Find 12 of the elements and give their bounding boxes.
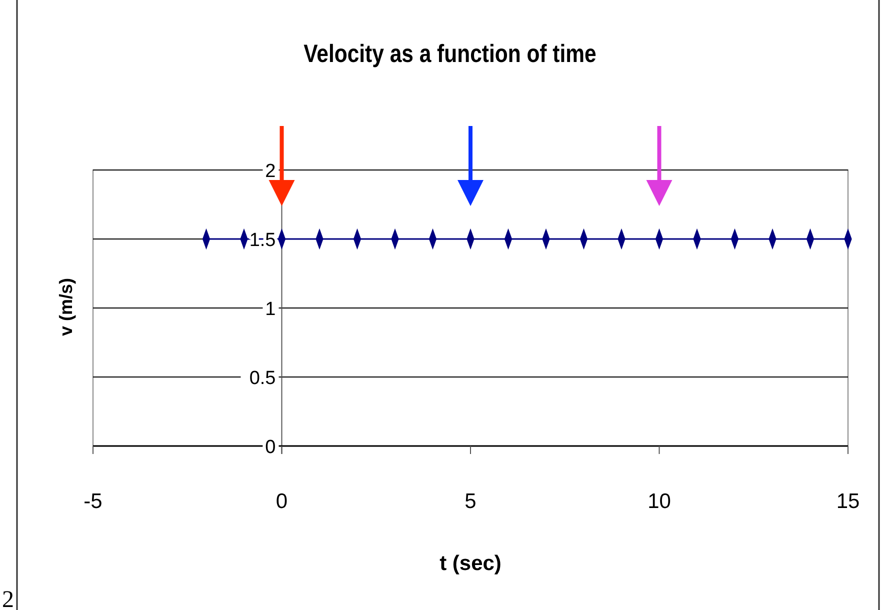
x-axis-title: t (sec) — [440, 552, 502, 575]
x-tick-label: 15 — [836, 490, 860, 513]
x-tick-label: 10 — [648, 490, 671, 513]
y-tick-label: 2 — [265, 161, 276, 182]
x-tick-label: -5 — [84, 490, 102, 513]
y-tick-label: 1 — [265, 299, 276, 320]
y-axis-title: v (m/s) — [56, 278, 76, 336]
y-tick-label: 0 — [265, 437, 276, 458]
y-tick-label: 0.5 — [249, 368, 276, 389]
chart-title: Velocity as a function of time — [304, 39, 596, 68]
x-tick-label: 5 — [464, 490, 476, 513]
text: 2 — [2, 587, 14, 610]
